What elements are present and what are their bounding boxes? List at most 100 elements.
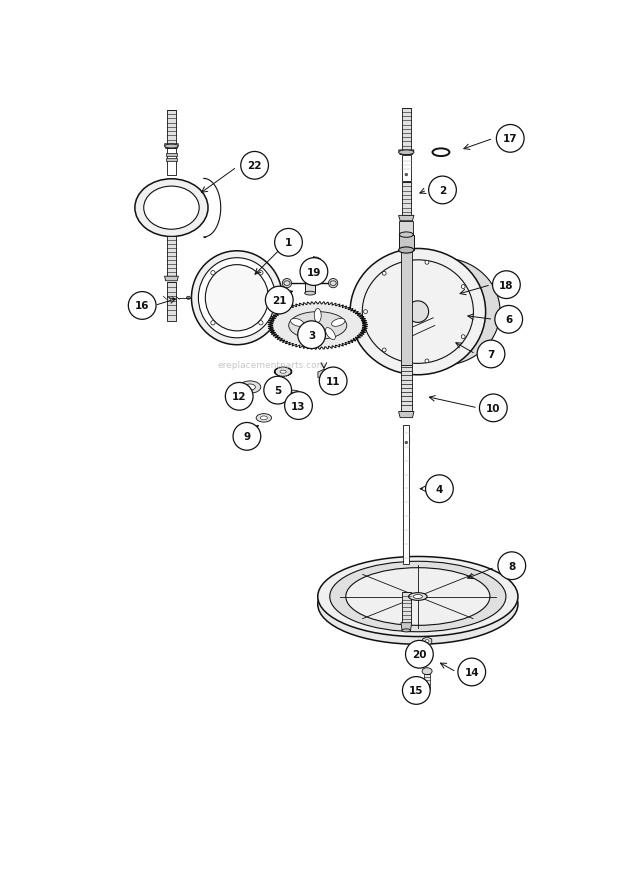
Ellipse shape bbox=[360, 259, 476, 366]
Ellipse shape bbox=[300, 328, 310, 340]
Circle shape bbox=[211, 271, 215, 276]
Polygon shape bbox=[166, 154, 177, 157]
Text: 13: 13 bbox=[291, 401, 306, 411]
Ellipse shape bbox=[245, 385, 255, 391]
Text: 2: 2 bbox=[439, 186, 446, 196]
Polygon shape bbox=[164, 145, 179, 149]
Ellipse shape bbox=[317, 565, 518, 644]
Text: 1: 1 bbox=[285, 238, 292, 248]
Polygon shape bbox=[399, 216, 414, 221]
Ellipse shape bbox=[260, 416, 267, 421]
Polygon shape bbox=[304, 274, 316, 294]
Ellipse shape bbox=[409, 593, 427, 601]
Ellipse shape bbox=[280, 371, 286, 374]
Ellipse shape bbox=[289, 313, 347, 340]
Ellipse shape bbox=[422, 654, 433, 662]
Polygon shape bbox=[403, 426, 409, 565]
Polygon shape bbox=[401, 251, 412, 366]
Ellipse shape bbox=[346, 568, 490, 626]
Text: 7: 7 bbox=[487, 349, 495, 360]
Text: 22: 22 bbox=[247, 162, 262, 171]
Circle shape bbox=[300, 258, 328, 286]
Circle shape bbox=[259, 321, 263, 326]
Circle shape bbox=[405, 174, 408, 176]
Text: ereplacementparts.com: ereplacementparts.com bbox=[218, 361, 326, 370]
Ellipse shape bbox=[413, 595, 422, 599]
Ellipse shape bbox=[304, 272, 316, 276]
Circle shape bbox=[461, 335, 465, 339]
Circle shape bbox=[461, 285, 465, 289]
Polygon shape bbox=[402, 183, 410, 216]
Text: 21: 21 bbox=[272, 296, 286, 306]
Polygon shape bbox=[167, 237, 176, 277]
Circle shape bbox=[259, 271, 263, 276]
Ellipse shape bbox=[239, 381, 261, 393]
Circle shape bbox=[383, 349, 386, 352]
Text: 3: 3 bbox=[308, 330, 315, 341]
Ellipse shape bbox=[422, 668, 432, 675]
Text: 16: 16 bbox=[135, 301, 149, 311]
Circle shape bbox=[479, 394, 507, 422]
Circle shape bbox=[265, 287, 293, 314]
Text: 19: 19 bbox=[307, 267, 321, 277]
Text: 11: 11 bbox=[326, 377, 340, 386]
Polygon shape bbox=[399, 151, 414, 155]
Circle shape bbox=[458, 658, 485, 686]
Ellipse shape bbox=[144, 187, 199, 230]
Ellipse shape bbox=[291, 319, 304, 327]
Ellipse shape bbox=[330, 282, 336, 286]
Text: 12: 12 bbox=[232, 392, 247, 402]
Ellipse shape bbox=[314, 309, 321, 323]
Circle shape bbox=[233, 423, 261, 450]
Circle shape bbox=[495, 306, 523, 334]
Circle shape bbox=[492, 271, 520, 299]
Circle shape bbox=[407, 301, 428, 323]
Polygon shape bbox=[402, 593, 410, 623]
Circle shape bbox=[383, 272, 386, 276]
Polygon shape bbox=[422, 637, 432, 645]
Text: 4: 4 bbox=[436, 484, 443, 494]
Circle shape bbox=[264, 377, 291, 405]
Ellipse shape bbox=[425, 640, 429, 643]
Text: 5: 5 bbox=[274, 385, 281, 396]
Polygon shape bbox=[402, 155, 411, 182]
Ellipse shape bbox=[304, 291, 316, 296]
Ellipse shape bbox=[402, 630, 410, 632]
Polygon shape bbox=[308, 257, 322, 267]
Polygon shape bbox=[399, 221, 413, 235]
Ellipse shape bbox=[350, 249, 485, 375]
Ellipse shape bbox=[164, 145, 179, 148]
Ellipse shape bbox=[399, 151, 414, 155]
Circle shape bbox=[211, 321, 215, 326]
Polygon shape bbox=[402, 109, 411, 151]
Polygon shape bbox=[401, 623, 412, 630]
Ellipse shape bbox=[135, 180, 208, 237]
Circle shape bbox=[497, 126, 524, 153]
Text: 9: 9 bbox=[243, 432, 250, 442]
Circle shape bbox=[282, 279, 291, 288]
Ellipse shape bbox=[330, 562, 506, 632]
Polygon shape bbox=[399, 235, 414, 251]
Text: 6: 6 bbox=[505, 315, 512, 325]
Circle shape bbox=[425, 475, 453, 503]
Polygon shape bbox=[424, 674, 430, 689]
Circle shape bbox=[241, 152, 268, 180]
Ellipse shape bbox=[425, 657, 430, 660]
Ellipse shape bbox=[192, 251, 282, 345]
Ellipse shape bbox=[284, 282, 290, 286]
Polygon shape bbox=[166, 159, 177, 162]
Ellipse shape bbox=[399, 248, 414, 254]
Polygon shape bbox=[167, 149, 176, 176]
Text: 17: 17 bbox=[503, 134, 518, 144]
Polygon shape bbox=[318, 370, 330, 381]
Circle shape bbox=[428, 176, 456, 205]
Circle shape bbox=[319, 368, 347, 395]
Text: 14: 14 bbox=[464, 667, 479, 677]
Text: 20: 20 bbox=[412, 650, 427, 659]
Text: 15: 15 bbox=[409, 686, 423, 695]
Circle shape bbox=[498, 552, 526, 579]
Polygon shape bbox=[164, 277, 179, 282]
Circle shape bbox=[477, 341, 505, 369]
Text: 8: 8 bbox=[508, 561, 515, 571]
Ellipse shape bbox=[198, 258, 275, 338]
